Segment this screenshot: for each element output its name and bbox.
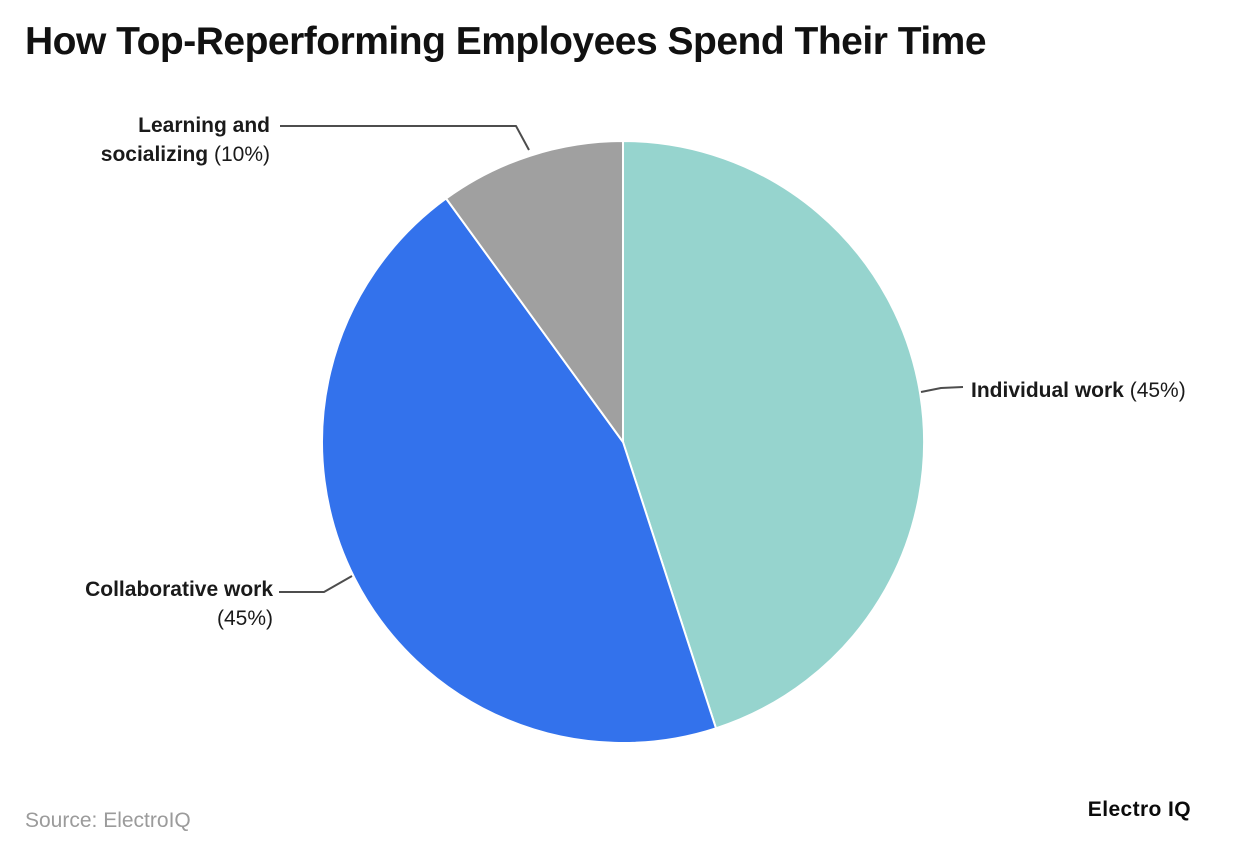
label-individual-work: Individual work (45%): [971, 376, 1186, 405]
pie-slice-collaborative-work: [321, 197, 718, 744]
leader-line-individual: [920, 386, 964, 393]
label-collaborative-pct: (45%): [216, 607, 273, 630]
pie-slices: [321, 139, 926, 744]
label-individual-name: Individual work: [971, 379, 1124, 402]
label-collaborative-name: Collaborative work: [85, 578, 273, 601]
label-collaborative-work: Collaborative work (45%): [85, 575, 273, 633]
label-learning-line2: socializing: [100, 143, 209, 166]
label-learning-line1: Learning and: [138, 114, 270, 137]
label-learning-pct: (10%): [213, 143, 270, 166]
pie-slice-individual-work: [622, 139, 926, 730]
leader-line-collaborative: [279, 575, 353, 593]
brand-logo: Electro IQ: [1087, 798, 1191, 821]
pie-slice-learning-and-socializing: [444, 139, 624, 446]
label-individual-pct: (45%): [1129, 379, 1186, 402]
leader-line-learning: [280, 125, 530, 151]
source-note: Source: ElectroIQ: [25, 809, 191, 832]
chart-title: How Top-Reperforming Employees Spend The…: [25, 20, 987, 63]
label-learning-and-socializing: Learning and socializing (10%): [101, 111, 270, 169]
